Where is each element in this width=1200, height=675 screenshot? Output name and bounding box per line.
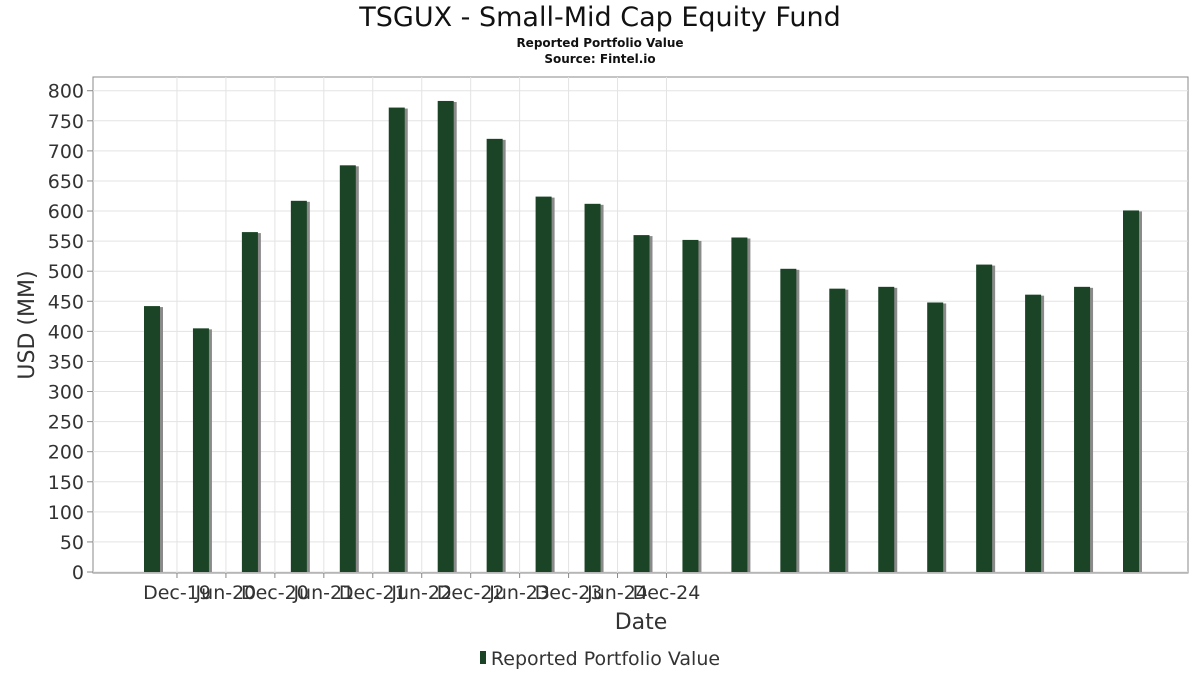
y-tick-label: 250 xyxy=(48,412,84,434)
bar xyxy=(1025,294,1042,572)
y-tick-label: 800 xyxy=(48,81,84,103)
x-tick-label: Dec-23 xyxy=(535,582,603,604)
x-tick-label: Dec-21 xyxy=(339,582,407,604)
chart-source: Source: Fintel.io xyxy=(544,52,656,66)
legend: Reported Portfolio Value xyxy=(0,648,1200,670)
bar xyxy=(388,107,405,573)
bar xyxy=(829,288,846,572)
y-tick-label: 0 xyxy=(72,562,84,584)
y-axis-title: USD (MM) xyxy=(15,270,40,379)
bar xyxy=(192,328,209,572)
bar xyxy=(1123,210,1139,572)
y-tick-label: 200 xyxy=(48,442,84,464)
x-tick-labels: Dec-19Jun-20Dec-20Jun-21Dec-21Jun-22Dec-… xyxy=(143,573,700,604)
x-tick-label: Dec-22 xyxy=(437,582,505,604)
bar xyxy=(584,203,601,572)
bar-chart: 0 50 100 150 200 250 300 350 400 450 500 550 600 650 7… xyxy=(15,76,1189,635)
y-tick-label: 50 xyxy=(60,532,84,554)
y-tick-label: 550 xyxy=(48,231,84,253)
x-tick-label: Dec-24 xyxy=(633,582,701,604)
y-tick-label: 400 xyxy=(48,321,84,343)
bar xyxy=(976,264,993,572)
bar xyxy=(144,306,160,572)
y-tick-label: 150 xyxy=(48,472,84,494)
legend-swatch xyxy=(479,651,486,664)
bar xyxy=(437,100,454,572)
y-tick-labels: 0 50 100 150 200 250 300 350 400 450 500 550 600 650 7… xyxy=(48,81,93,584)
chart-title: TSGUX - Small-Mid Cap Equity Fund xyxy=(359,2,841,33)
y-tick-label: 700 xyxy=(48,141,84,163)
chart-subtitle: Reported Portfolio Value xyxy=(516,36,684,50)
bar xyxy=(878,286,895,572)
x-tick-label: Jun-23 xyxy=(488,582,550,604)
bar xyxy=(731,237,748,572)
bar xyxy=(241,232,258,572)
x-tick-label: Jun-20 xyxy=(195,582,257,604)
y-tick-label: 600 xyxy=(48,201,84,223)
x-tick-label: Jun-24 xyxy=(586,582,648,604)
bar xyxy=(927,302,944,572)
bars xyxy=(144,100,1142,573)
bar xyxy=(535,196,552,572)
bar xyxy=(780,268,797,572)
bar xyxy=(633,235,650,572)
y-tick-label: 750 xyxy=(48,111,84,133)
y-tick-label: 350 xyxy=(48,351,84,373)
x-tick-label: Jun-21 xyxy=(292,582,354,604)
bar xyxy=(682,239,699,572)
bar xyxy=(290,200,307,572)
y-tick-label: 450 xyxy=(48,291,84,313)
y-tick-label: 100 xyxy=(48,502,84,524)
x-tick-label: Jun-22 xyxy=(390,582,452,604)
x-tick-label: Dec-19 xyxy=(143,582,211,604)
bar xyxy=(1074,286,1091,572)
x-tick-label: Dec-20 xyxy=(241,582,309,604)
legend-label: Reported Portfolio Value xyxy=(490,648,721,670)
x-axis-title: Date xyxy=(615,610,668,635)
y-tick-label: 650 xyxy=(48,171,84,193)
y-tick-label: 500 xyxy=(48,261,84,283)
y-tick-label: 300 xyxy=(48,382,84,404)
bar xyxy=(339,165,356,572)
bar xyxy=(486,138,503,572)
